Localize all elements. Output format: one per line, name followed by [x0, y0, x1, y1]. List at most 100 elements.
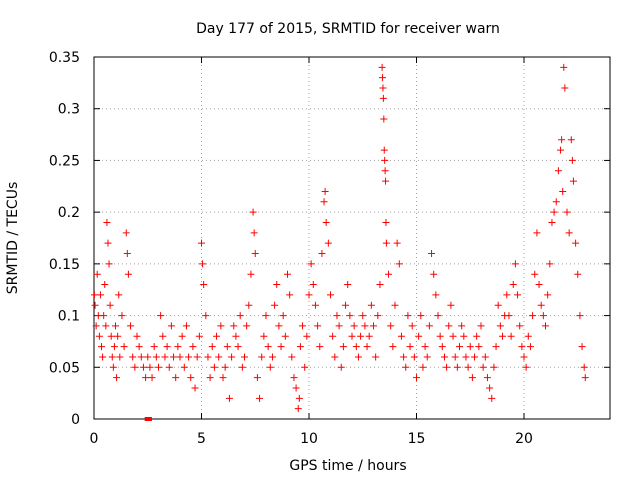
data-point: [380, 146, 388, 154]
data-point: [539, 312, 547, 320]
data-point: [215, 353, 223, 361]
data-point: [189, 343, 197, 351]
data-point: [311, 301, 319, 309]
data-point: [402, 363, 410, 371]
data-point: [303, 332, 311, 340]
data-point: [499, 332, 506, 340]
data-point: [509, 281, 517, 289]
data-point: [108, 353, 116, 361]
data-point: [563, 208, 571, 216]
data-point: [379, 74, 387, 82]
data-point: [115, 291, 123, 299]
data-point: [572, 239, 580, 247]
data-point: [133, 332, 141, 340]
tick-layer: 0 5 10 15 20 0 0.05 0.1 0.15 0.2 0.25 0.3 0.35: [49, 50, 610, 447]
data-point: [567, 136, 575, 144]
data-point: [559, 187, 567, 195]
data-point: [198, 239, 205, 247]
points-layer: [90, 63, 589, 421]
data-point: [225, 394, 233, 402]
data-point: [271, 301, 279, 309]
data-point: [124, 270, 132, 278]
plot-frame: [93, 56, 611, 420]
data-point: [425, 322, 433, 330]
data-point: [357, 332, 365, 340]
data-point: [376, 281, 384, 289]
data-point: [544, 291, 552, 299]
x-tick-label: 5: [197, 431, 206, 447]
data-point: [101, 281, 109, 289]
data-point: [327, 291, 334, 299]
data-point: [548, 218, 556, 226]
data-point: [535, 281, 543, 289]
data-point: [106, 301, 114, 309]
y-tick-label: 0.05: [49, 360, 80, 376]
data-point: [253, 374, 261, 382]
data-point: [109, 363, 117, 371]
data-point: [180, 363, 188, 371]
data-point: [236, 312, 244, 320]
data-point: [277, 343, 285, 351]
data-point: [514, 291, 522, 299]
data-point: [104, 239, 112, 247]
data-point: [400, 353, 408, 361]
data-point: [382, 177, 390, 185]
data-point: [228, 353, 236, 361]
data-point: [477, 322, 485, 330]
x-axis-label: GPS time / hours: [289, 458, 406, 474]
data-point: [167, 322, 175, 330]
x-tick-label: 0: [90, 431, 99, 447]
data-point: [522, 363, 530, 371]
data-point: [322, 218, 330, 226]
data-point: [105, 260, 113, 268]
data-point: [503, 291, 511, 299]
data-point: [279, 312, 287, 320]
data-point: [163, 343, 171, 351]
data-point: [335, 322, 343, 330]
data-point: [466, 343, 474, 351]
data-point: [324, 239, 332, 247]
y-tick-label: 0.35: [49, 50, 80, 66]
data-point: [112, 322, 119, 330]
data-point: [569, 177, 577, 185]
data-point: [142, 374, 150, 382]
data-point: [170, 353, 178, 361]
data-point: [249, 208, 257, 216]
data-point: [428, 250, 436, 258]
data-point: [321, 187, 329, 195]
data-point: [161, 353, 169, 361]
data-point: [113, 374, 121, 382]
data-point: [574, 270, 582, 278]
data-point: [458, 322, 466, 330]
data-point: [385, 270, 393, 278]
data-point: [185, 353, 193, 361]
data-point: [137, 353, 145, 361]
data-point: [391, 301, 399, 309]
data-point: [159, 332, 167, 340]
data-point: [397, 332, 405, 340]
data-point: [359, 312, 367, 320]
data-point: [102, 322, 110, 330]
data-point: [95, 332, 103, 340]
data-point: [473, 332, 481, 340]
data-point: [238, 363, 246, 371]
data-point: [96, 291, 104, 299]
y-tick-label: 0.2: [58, 205, 80, 221]
data-point: [456, 343, 463, 351]
data-point: [443, 363, 451, 371]
data-point: [281, 332, 289, 340]
data-point: [146, 363, 154, 371]
data-point: [492, 343, 500, 351]
data-point: [247, 270, 255, 278]
data-point: [361, 322, 369, 330]
data-point: [565, 229, 573, 237]
data-point: [139, 363, 147, 371]
data-point: [93, 270, 101, 278]
data-point: [176, 353, 184, 361]
data-point: [219, 374, 227, 382]
data-point: [129, 353, 137, 361]
data-point: [333, 312, 341, 320]
data-point: [529, 312, 537, 320]
data-point: [557, 146, 565, 154]
